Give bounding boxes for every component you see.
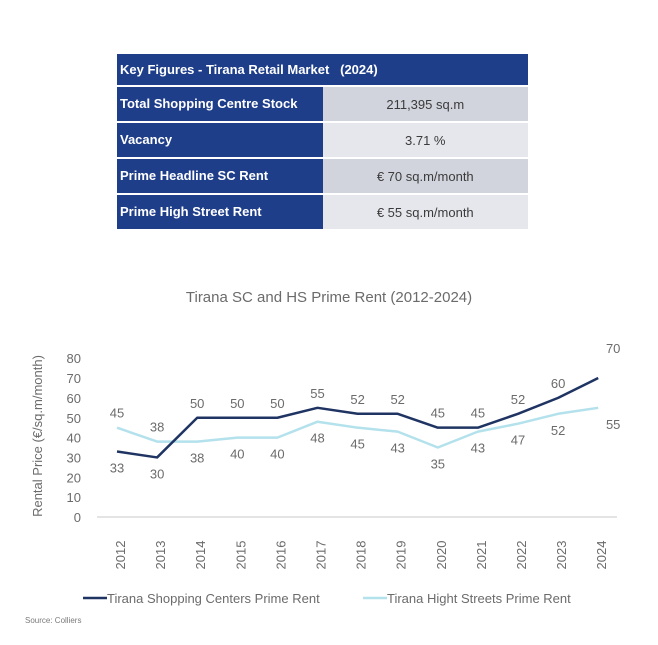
x-tick-label: 2019 bbox=[394, 541, 409, 570]
hs-series-line bbox=[116, 406, 599, 449]
y-tick-label: 10 bbox=[67, 490, 81, 505]
sc-data-label: 45 bbox=[471, 406, 485, 421]
legend-label-sc: Tirana Shopping Centers Prime Rent bbox=[107, 591, 320, 606]
sc-data-label: 30 bbox=[150, 466, 164, 481]
sc-data-label: 45 bbox=[431, 406, 445, 421]
row-label: Prime High Street Rent bbox=[117, 194, 323, 231]
key-figures-row: Prime High Street Rent € 55 sq.m/month bbox=[117, 194, 528, 231]
key-figures-header: Key Figures - Tirana Retail Market (2024… bbox=[117, 54, 528, 87]
key-figures-row: Vacancy 3.71 % bbox=[117, 122, 528, 159]
sc-data-label: 55 bbox=[310, 386, 324, 401]
row-value: € 70 sq.m/month bbox=[322, 158, 528, 195]
sc-data-label: 50 bbox=[190, 396, 204, 411]
hs-data-label: 38 bbox=[190, 451, 204, 466]
hs-data-label: 35 bbox=[431, 457, 445, 472]
row-label: Vacancy bbox=[117, 122, 323, 159]
y-tick-label: 60 bbox=[67, 391, 81, 406]
hs-data-label: 48 bbox=[310, 431, 324, 446]
x-tick-label: 2018 bbox=[354, 541, 369, 570]
row-label: Prime Headline SC Rent bbox=[117, 158, 323, 195]
y-axis-label: Rental Price (€/sq.m/month) bbox=[30, 355, 45, 517]
x-tick-label: 2023 bbox=[554, 541, 569, 570]
row-value: 211,395 sq.m bbox=[322, 86, 528, 123]
hs-data-label: 43 bbox=[390, 441, 404, 456]
row-value: 3.71 % bbox=[322, 122, 528, 159]
hs-data-label: 43 bbox=[471, 441, 485, 456]
legend-label-hs: Tirana Hight Streets Prime Rent bbox=[387, 591, 571, 606]
key-figures-title-cell: Key Figures - Tirana Retail Market (2024… bbox=[117, 54, 528, 87]
sc-data-label: 50 bbox=[270, 396, 284, 411]
x-tick-label: 2021 bbox=[474, 541, 489, 570]
sc-data-label: 60 bbox=[551, 376, 565, 391]
hs-data-label: 47 bbox=[511, 433, 525, 448]
sc-data-label: 52 bbox=[511, 392, 525, 407]
source-note: Source: Colliers bbox=[25, 616, 82, 625]
x-tick-label: 2022 bbox=[514, 541, 529, 570]
x-tick-label: 2016 bbox=[273, 541, 288, 570]
x-tick-label: 2015 bbox=[233, 541, 248, 570]
y-tick-label: 70 bbox=[67, 371, 81, 386]
y-tick-label: 80 bbox=[67, 351, 81, 366]
hs-data-label: 45 bbox=[350, 437, 364, 452]
x-tick-label: 2013 bbox=[153, 541, 168, 570]
hs-data-label: 45 bbox=[110, 406, 124, 421]
y-tick-label: 40 bbox=[67, 431, 81, 446]
key-figures-year: (2024) bbox=[340, 62, 378, 77]
y-tick-label: 50 bbox=[67, 411, 81, 426]
sc-data-label: 52 bbox=[350, 392, 364, 407]
hs-data-label: 38 bbox=[150, 420, 164, 435]
x-tick-label: 2024 bbox=[594, 541, 609, 570]
sc-data-label: 70 bbox=[606, 341, 620, 356]
key-figures-title: Key Figures - Tirana Retail Market bbox=[120, 62, 330, 77]
chart-title: Tirana SC and HS Prime Rent (2012-2024) bbox=[185, 289, 473, 306]
hs-data-label: 55 bbox=[606, 417, 620, 432]
key-figures-table: Key Figures - Tirana Retail Market (2024… bbox=[117, 54, 528, 231]
sc-data-label: 52 bbox=[390, 392, 404, 407]
key-figures-row: Total Shopping Centre Stock 211,395 sq.m bbox=[117, 86, 528, 123]
y-tick-label: 0 bbox=[74, 510, 81, 525]
x-tick-label: 2012 bbox=[113, 541, 128, 570]
sc-series-line bbox=[116, 376, 599, 459]
x-tick-label: 2017 bbox=[314, 541, 329, 570]
y-tick-label: 20 bbox=[67, 470, 81, 485]
sc-data-label: 50 bbox=[230, 396, 244, 411]
x-tick-label: 2020 bbox=[434, 541, 449, 570]
hs-data-label: 40 bbox=[230, 447, 244, 462]
x-tick-label: 2014 bbox=[193, 541, 208, 570]
row-value: € 55 sq.m/month bbox=[322, 194, 528, 231]
row-label: Total Shopping Centre Stock bbox=[117, 86, 323, 123]
hs-data-label: 40 bbox=[270, 447, 284, 462]
key-figures-row: Prime Headline SC Rent € 70 sq.m/month bbox=[117, 158, 528, 195]
sc-data-label: 33 bbox=[110, 460, 124, 475]
y-tick-label: 30 bbox=[67, 450, 81, 465]
hs-data-label: 52 bbox=[551, 423, 565, 438]
